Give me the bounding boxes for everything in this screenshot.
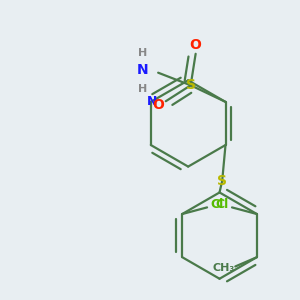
Text: S: S [217, 174, 227, 188]
Text: S: S [186, 78, 196, 92]
Text: N: N [147, 95, 158, 108]
Text: N: N [136, 63, 148, 77]
Text: Cl: Cl [210, 198, 224, 211]
Text: Cl: Cl [215, 198, 229, 211]
Text: O: O [153, 98, 164, 112]
Text: H: H [138, 84, 147, 94]
Text: O: O [190, 38, 202, 52]
Text: CH₃: CH₃ [213, 263, 235, 273]
Text: H: H [138, 48, 147, 58]
